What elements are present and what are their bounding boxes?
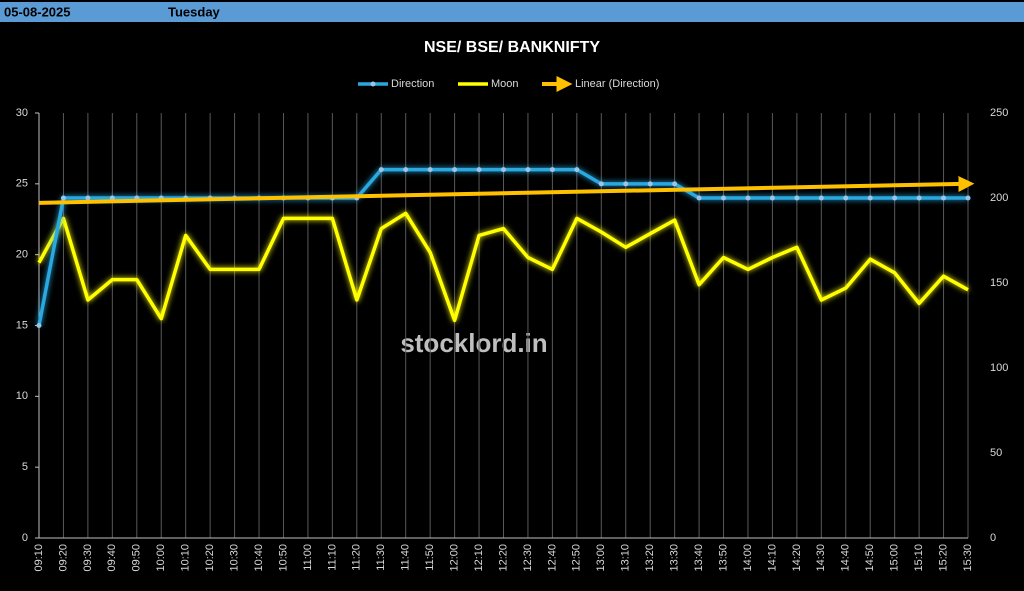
point <box>476 167 482 173</box>
point <box>525 167 531 173</box>
x-tick-label: 14:10 <box>766 544 778 572</box>
trendline <box>38 175 975 205</box>
x-tick-label: 15:10 <box>913 544 925 572</box>
y-tick-label: 5 <box>22 461 28 473</box>
x-tick-label: 11:00 <box>302 544 314 571</box>
y2-tick-label: 150 <box>990 277 1008 289</box>
chart-title: NSE/ BSE/ BANKNIFTY <box>424 39 600 56</box>
x-tick-label: 11:30 <box>375 544 387 571</box>
y2-tick-label: 250 <box>990 107 1008 119</box>
point <box>794 195 800 201</box>
x-tick-label: 09:30 <box>82 544 94 572</box>
point <box>60 195 66 201</box>
point <box>745 195 751 201</box>
point <box>403 167 409 173</box>
x-tick-label: 12:50 <box>571 544 583 572</box>
y2-tick-label: 50 <box>990 447 1002 459</box>
date: 05-08-2025 <box>4 4 71 19</box>
series-line <box>37 211 969 323</box>
point <box>647 181 653 187</box>
x-tick-label: 14:00 <box>742 544 754 572</box>
x-tick-label: 12:40 <box>546 544 558 572</box>
point <box>574 167 580 173</box>
x-tick-label: 10:40 <box>253 544 265 572</box>
x-tick-label: 10:30 <box>228 544 240 572</box>
x-tick-label: 11:10 <box>326 544 338 571</box>
point <box>452 167 458 173</box>
day: Tuesday <box>168 4 221 19</box>
point <box>721 195 727 201</box>
point <box>427 167 433 173</box>
x-tick-label: 12:10 <box>473 544 485 572</box>
x-tick-label: 12:20 <box>497 544 509 572</box>
y2-tick-label: 200 <box>990 192 1008 204</box>
y-tick-label: 10 <box>16 390 28 402</box>
y2-tick-label: 100 <box>990 362 1008 374</box>
x-tick-label: 09:40 <box>106 544 118 572</box>
point <box>916 195 922 201</box>
x-tick-label: 13:10 <box>620 544 632 572</box>
x-tick-label: 14:30 <box>815 544 827 572</box>
point <box>965 195 971 201</box>
x-tick-label: 12:00 <box>449 544 461 572</box>
point <box>85 195 91 201</box>
x-tick-label: 13:40 <box>693 544 705 572</box>
x-tick-label: 15:00 <box>889 544 901 572</box>
x-tick-label: 09:50 <box>131 544 143 572</box>
x-tick-label: 09:20 <box>57 544 69 572</box>
point <box>843 195 849 201</box>
x-tick-label: 10:00 <box>155 544 167 572</box>
x-tick-label: 13:50 <box>717 544 729 572</box>
x-tick-label: 13:20 <box>644 544 656 572</box>
x-tick-label: 15:20 <box>937 544 949 572</box>
point <box>696 195 702 201</box>
point <box>941 195 947 201</box>
point <box>36 323 42 328</box>
point <box>501 167 506 173</box>
point <box>623 181 629 187</box>
y-tick-label: 15 <box>16 319 28 331</box>
x-tick-label: 15:30 <box>962 544 974 572</box>
point <box>818 195 824 201</box>
watermark: stocklord.in <box>400 328 547 358</box>
x-tick-label: 10:10 <box>180 544 192 572</box>
point <box>109 195 115 201</box>
x-tick-label: 14:50 <box>864 544 876 572</box>
x-tick-label: 10:50 <box>277 544 289 572</box>
legend-label: Direction <box>391 78 434 90</box>
point <box>598 181 604 187</box>
y2-tick-label: 0 <box>990 532 996 544</box>
y-tick-label: 20 <box>16 249 28 261</box>
y-tick-label: 0 <box>22 532 28 544</box>
x-tick-label: 14:20 <box>791 544 803 572</box>
point <box>892 195 898 201</box>
x-tick-label: 14:40 <box>840 544 852 572</box>
x-tick-label: 11:40 <box>400 544 412 571</box>
x-tick-label: 13:00 <box>595 544 607 572</box>
x-tick-label: 11:20 <box>351 544 363 571</box>
legend-label: Moon <box>491 78 519 90</box>
x-tick-label: 11:50 <box>424 544 436 571</box>
legend-marker <box>370 81 376 87</box>
y-tick-label: 30 <box>16 107 28 119</box>
x-tick-label: 10:20 <box>204 544 216 572</box>
point <box>769 195 775 201</box>
x-tick-label: 12:30 <box>522 544 534 572</box>
point <box>549 167 555 173</box>
point <box>378 167 384 173</box>
point <box>867 195 873 201</box>
y-tick-label: 25 <box>16 178 28 190</box>
x-tick-label: 09:10 <box>33 544 45 572</box>
point <box>672 181 678 187</box>
legend-label: Linear (Direction) <box>575 78 659 90</box>
x-tick-label: 13:30 <box>669 544 681 572</box>
header-bar <box>0 2 1024 22</box>
